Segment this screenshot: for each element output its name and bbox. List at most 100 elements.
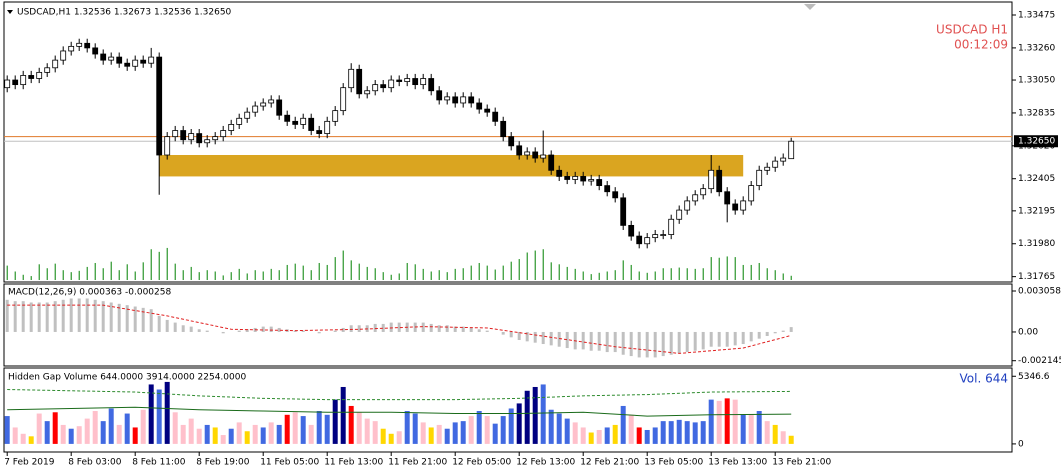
bar xyxy=(308,424,314,444)
candle-body xyxy=(724,191,731,205)
bar xyxy=(61,299,65,332)
bar xyxy=(300,416,306,444)
x-tick-label: 13 Feb 13:00 xyxy=(708,458,767,468)
bar xyxy=(477,329,481,332)
bar xyxy=(524,390,530,444)
candle-body xyxy=(324,120,331,134)
bar xyxy=(516,403,522,444)
bar xyxy=(596,429,602,444)
candle-body xyxy=(668,218,675,235)
bar xyxy=(605,331,609,353)
candle-body xyxy=(788,140,795,160)
candle-body xyxy=(196,133,203,144)
bar xyxy=(733,331,737,346)
bar xyxy=(765,331,769,336)
bar xyxy=(284,414,290,444)
x-tick-label: 8 Feb 03:00 xyxy=(68,458,122,468)
bar xyxy=(349,325,353,332)
bar xyxy=(60,424,66,444)
bar xyxy=(717,331,721,347)
candle-body xyxy=(124,62,131,67)
candle-body xyxy=(532,151,539,159)
candle-body xyxy=(564,176,571,180)
candle-body xyxy=(276,99,283,116)
bar xyxy=(5,299,9,332)
candle-body xyxy=(708,169,715,190)
x-tick-label: 7 Feb 2019 xyxy=(4,458,55,468)
bar xyxy=(509,331,513,338)
x-tick-label: 11 Feb 05:00 xyxy=(260,458,319,468)
bar xyxy=(364,418,370,444)
bar xyxy=(164,381,170,444)
x-tick-label: 8 Feb 19:00 xyxy=(196,458,250,468)
candle-body xyxy=(716,169,723,193)
candle-body xyxy=(364,90,371,95)
bar xyxy=(757,331,761,339)
bar xyxy=(76,426,82,444)
candle-body xyxy=(180,130,187,141)
bar xyxy=(4,416,10,444)
menu-arrow[interactable] xyxy=(7,10,13,14)
bar xyxy=(237,330,241,332)
bar xyxy=(469,327,473,332)
bar xyxy=(197,329,201,332)
bar xyxy=(669,331,673,355)
candle-body xyxy=(60,50,67,61)
bar xyxy=(436,424,442,444)
bar xyxy=(92,411,98,444)
bar xyxy=(93,299,97,332)
bar xyxy=(653,331,657,358)
bar xyxy=(684,421,690,444)
y-tick-label: 1.33475 xyxy=(1018,11,1055,21)
candle-body xyxy=(268,99,275,104)
main-panel xyxy=(3,1,1013,283)
scroll-arrow[interactable] xyxy=(804,4,816,10)
bar xyxy=(692,422,698,444)
candle-body xyxy=(756,169,763,187)
candle-body xyxy=(628,224,635,237)
candle-body xyxy=(620,197,627,226)
y-tick-label: 1.33050 xyxy=(1018,76,1055,86)
candle-body xyxy=(676,209,683,220)
bar xyxy=(196,428,202,444)
bar xyxy=(540,384,546,444)
candle-body xyxy=(28,75,35,79)
y-tick-label: 1.32835 xyxy=(1018,108,1055,118)
bar xyxy=(188,418,194,444)
y-tick-label: 1.31980 xyxy=(1018,239,1055,249)
bar xyxy=(268,422,274,444)
candle-body xyxy=(548,154,555,171)
bar xyxy=(492,423,498,444)
bar xyxy=(13,301,17,332)
candle-body xyxy=(588,179,595,182)
bar xyxy=(373,323,377,332)
bar xyxy=(429,323,433,332)
chart-title: USDCAD,H1 1.32536 1.32673 1.32536 1.3265… xyxy=(17,8,232,18)
y-tick-label: 1.33260 xyxy=(1018,43,1055,53)
bar xyxy=(541,331,545,345)
bar xyxy=(108,408,114,444)
candle-body xyxy=(100,53,107,61)
bar xyxy=(652,427,658,444)
bar xyxy=(773,331,777,334)
bar xyxy=(125,305,129,332)
candle-body xyxy=(604,185,611,193)
bar xyxy=(220,435,226,444)
bar xyxy=(556,413,562,444)
candle-body xyxy=(236,117,243,125)
y-tick-label: 0 xyxy=(1018,439,1024,449)
bar xyxy=(421,322,425,332)
candle-body xyxy=(220,130,227,138)
candle-body xyxy=(348,68,355,89)
bar xyxy=(12,427,18,444)
macd-panel xyxy=(3,283,1013,367)
bar xyxy=(84,418,90,444)
candle-body xyxy=(332,110,339,122)
bar xyxy=(484,416,490,444)
bar xyxy=(100,421,106,444)
bar xyxy=(693,331,697,351)
bar xyxy=(389,322,393,332)
bar xyxy=(453,326,457,332)
bar xyxy=(725,331,729,347)
candle-body xyxy=(132,59,139,67)
